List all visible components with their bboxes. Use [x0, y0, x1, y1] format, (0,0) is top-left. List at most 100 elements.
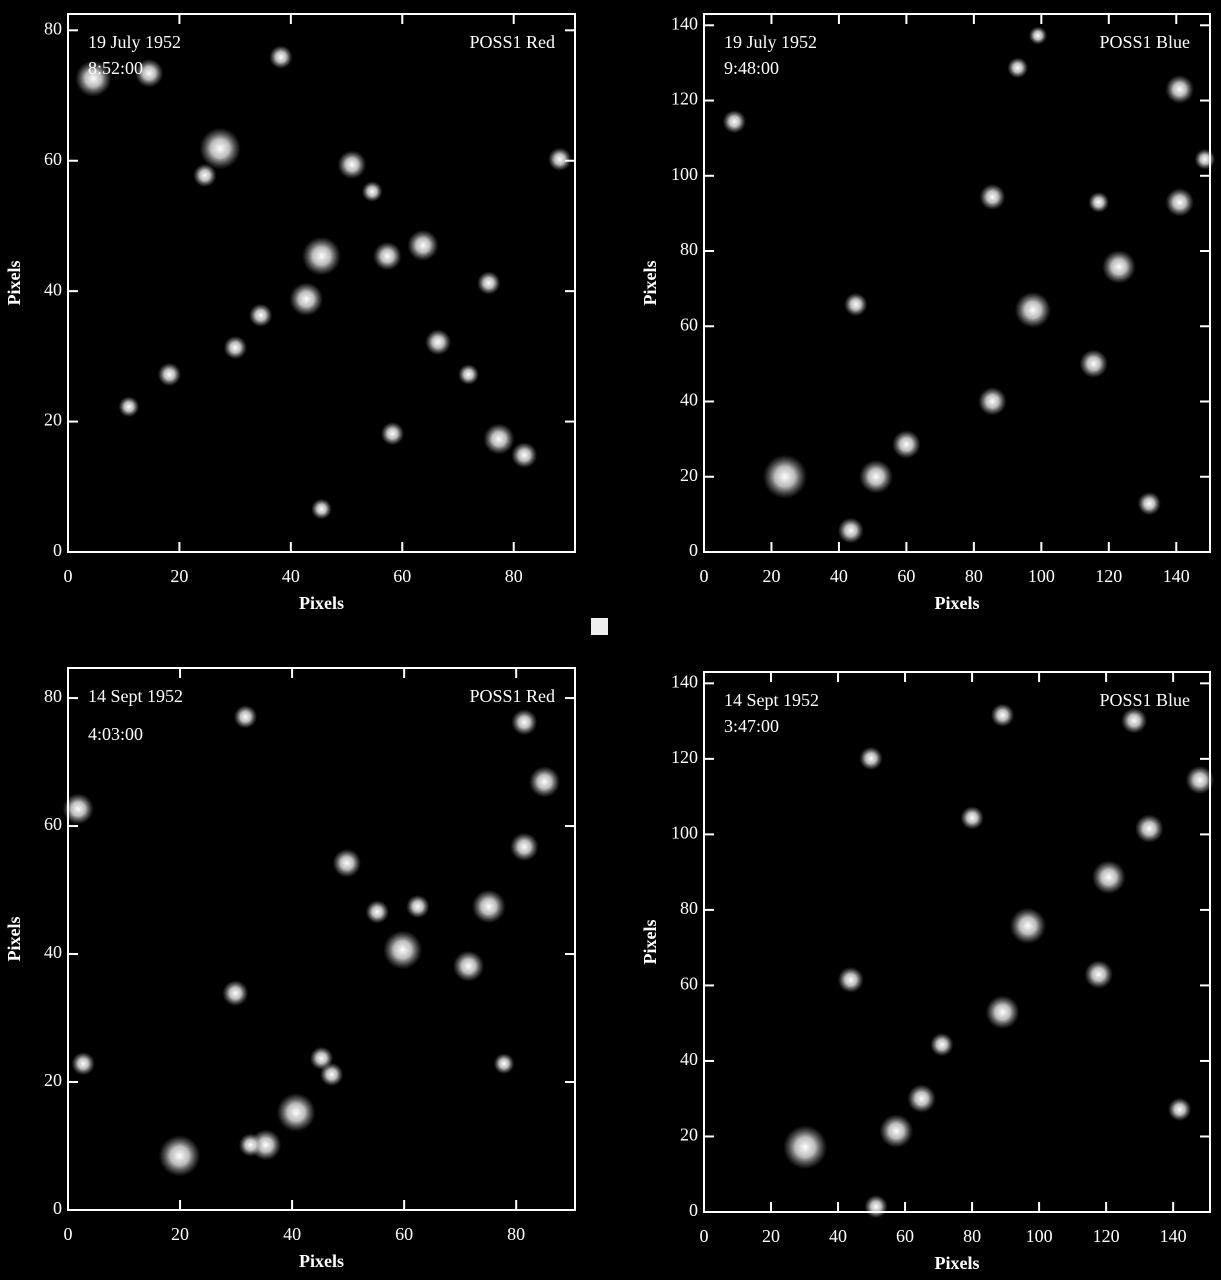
x-tick-label: 120 [1095, 566, 1122, 586]
y-tick-label: 20 [680, 465, 698, 485]
x-tick-label: 80 [507, 1224, 525, 1244]
x-tick-label: 40 [829, 1226, 847, 1246]
y-tick-label: 140 [671, 13, 698, 33]
x-tick-label: 120 [1093, 1226, 1120, 1246]
star [837, 966, 864, 993]
plate-label: POSS1 Red [469, 32, 555, 52]
x-tick-label: 80 [963, 1226, 981, 1246]
star [1137, 491, 1161, 516]
star [978, 387, 1007, 416]
plate-label: POSS1 Red [469, 686, 555, 706]
star [528, 766, 561, 798]
star [1009, 907, 1047, 944]
y-tick-label: 0 [689, 1200, 698, 1220]
star [985, 995, 1020, 1030]
x-tick-label: 60 [393, 566, 411, 586]
time-label: 8:52:00 [88, 58, 143, 78]
y-tick-label: 120 [671, 747, 698, 767]
y-tick-label: 0 [53, 540, 62, 560]
star [365, 900, 389, 924]
x-axis-label: Pixels [299, 1251, 344, 1271]
y-tick-label: 100 [671, 823, 698, 843]
star [511, 442, 538, 469]
time-label: 9:48:00 [724, 58, 779, 78]
star [1185, 765, 1215, 795]
y-tick-label: 80 [680, 898, 698, 918]
star [1165, 75, 1194, 104]
y-tick-label: 80 [44, 686, 62, 706]
x-tick-label: 40 [283, 1224, 301, 1244]
star [238, 1133, 263, 1157]
star [373, 241, 402, 271]
star [319, 1062, 344, 1087]
plot-frame [67, 13, 576, 553]
star [458, 364, 479, 385]
y-axis-label: Pixels [4, 261, 24, 306]
date-label: 19 July 1952 [88, 32, 181, 52]
star [406, 894, 430, 919]
y-tick-label: 60 [680, 314, 698, 334]
star [979, 183, 1006, 210]
x-tick-label: 20 [762, 566, 780, 586]
star [222, 980, 249, 1007]
star [1014, 291, 1052, 329]
star [548, 147, 572, 171]
plate-label: POSS1 Blue [1099, 32, 1190, 52]
star [1091, 860, 1126, 895]
y-tick-label: 120 [671, 89, 698, 109]
x-tick-label: 20 [762, 1226, 780, 1246]
star [302, 236, 341, 276]
star [892, 430, 921, 459]
star [844, 292, 868, 317]
star [990, 703, 1015, 727]
star [276, 1092, 316, 1132]
star [1194, 148, 1216, 170]
star [311, 498, 332, 520]
star [134, 58, 164, 88]
y-tick-label: 40 [680, 390, 698, 410]
star [269, 45, 293, 69]
y-tick-label: 140 [671, 671, 698, 691]
x-tick-label: 40 [830, 566, 848, 586]
star [493, 1053, 515, 1075]
y-tick-label: 60 [44, 149, 62, 169]
star [380, 421, 405, 446]
star [1028, 26, 1048, 45]
x-tick-label: 0 [700, 566, 709, 586]
y-tick-label: 60 [44, 814, 62, 834]
star [510, 832, 539, 862]
star [1084, 960, 1113, 989]
x-axis-label: Pixels [299, 593, 344, 613]
star [383, 930, 423, 970]
y-axis-label: Pixels [640, 920, 660, 965]
star [1088, 191, 1110, 213]
x-tick-label: 80 [965, 566, 983, 586]
x-tick-label: 60 [897, 566, 915, 586]
x-tick-label: 100 [1026, 1226, 1053, 1246]
x-tick-label: 140 [1163, 566, 1190, 586]
star [223, 335, 248, 360]
x-axis-label: Pixels [935, 593, 980, 613]
star [859, 459, 893, 494]
y-tick-label: 40 [680, 1049, 698, 1069]
star [783, 1125, 828, 1170]
star [722, 109, 747, 134]
plot-frame [703, 13, 1211, 553]
y-tick-label: 0 [689, 540, 698, 560]
star [337, 150, 367, 179]
star [75, 60, 112, 97]
x-tick-label: 80 [505, 566, 523, 586]
plate-label: POSS1 Blue [1099, 690, 1190, 710]
star [930, 1032, 954, 1057]
star [158, 1135, 201, 1177]
star [1121, 707, 1148, 734]
y-tick-label: 20 [680, 1125, 698, 1145]
plot-frame [67, 667, 576, 1211]
star [199, 127, 241, 170]
star [361, 181, 383, 202]
y-tick-label: 80 [44, 18, 62, 38]
star [859, 746, 883, 771]
marker-square [591, 618, 608, 635]
x-tick-label: 40 [282, 566, 300, 586]
